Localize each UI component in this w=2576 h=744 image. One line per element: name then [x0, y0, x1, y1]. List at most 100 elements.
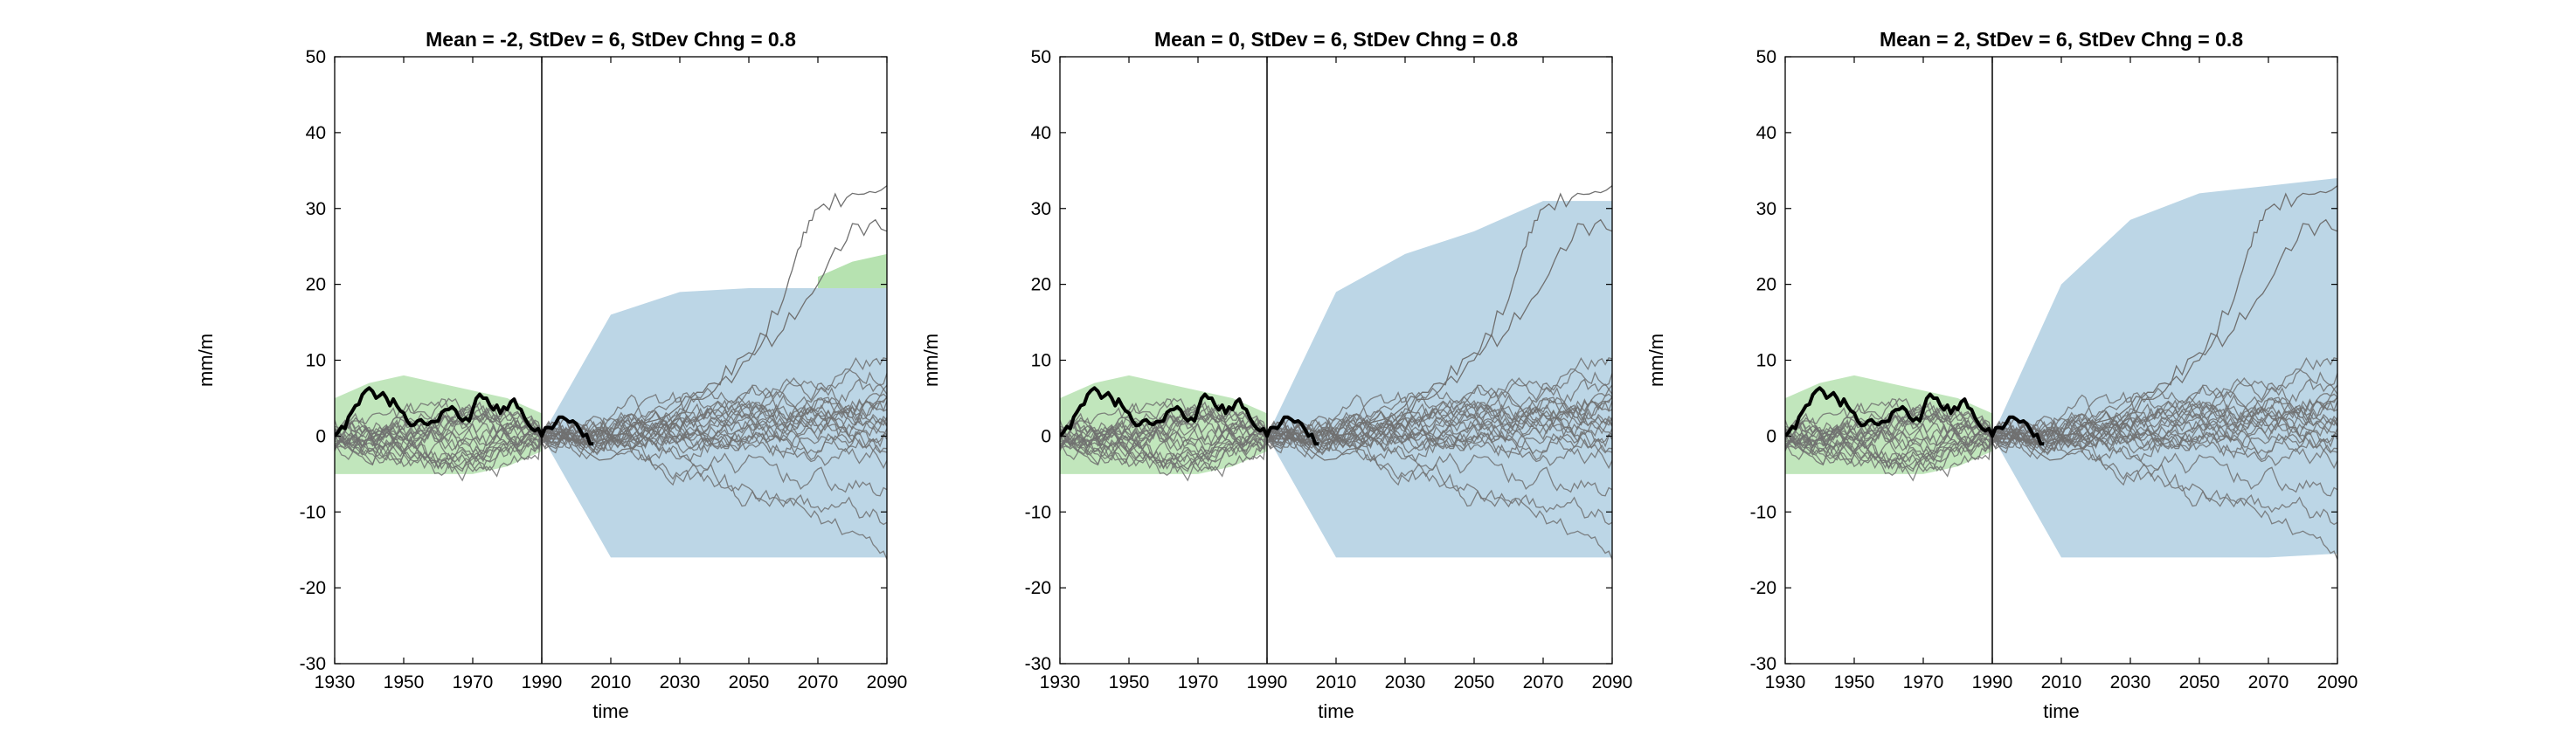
y-axis-label: mm/m [195, 334, 217, 387]
ensemble-line [1785, 356, 2337, 469]
x-tick-label: 2070 [798, 672, 839, 692]
x-axis-label: time [592, 700, 629, 722]
y-tick-label: 0 [315, 426, 326, 446]
y-tick-label: 0 [1766, 426, 1776, 446]
ensemble-line [335, 378, 887, 472]
x-tick-label: 2050 [729, 672, 770, 692]
x-tick-label: 2090 [867, 672, 908, 692]
x-tick-label: 1950 [1834, 672, 1875, 692]
x-tick-label: 1990 [522, 672, 563, 692]
x-tick-label: 2070 [1523, 672, 1564, 692]
x-tick-label: 1970 [1903, 672, 1944, 692]
y-tick-label: 30 [306, 199, 326, 219]
ensemble-line [1060, 396, 1612, 461]
projection-band [1267, 201, 1612, 558]
ensemble-line [1785, 368, 2337, 482]
y-tick-label: 50 [306, 47, 326, 67]
y-tick-label: 40 [1756, 123, 1776, 143]
x-tick-label: 2030 [660, 672, 701, 692]
y-tick-label: 40 [306, 123, 326, 143]
x-tick-label: 2010 [591, 672, 632, 692]
high-member-line [1991, 218, 2337, 437]
high-member-line [1266, 185, 1612, 461]
x-tick-label: 2010 [2041, 672, 2082, 692]
ensemble-line [1060, 356, 1612, 469]
plot-area [335, 185, 887, 560]
x-axis-label: time [1318, 700, 1354, 722]
ensemble-line [335, 396, 887, 461]
ensemble-line [1785, 378, 2337, 472]
projection-band [1992, 178, 2337, 558]
ensemble-line [335, 407, 887, 497]
y-tick-label: 20 [306, 275, 326, 295]
x-tick-label: 2030 [1385, 672, 1426, 692]
y-tick-label: 50 [1756, 47, 1776, 67]
chart-title: Mean = -2, StDev = 6, StDev Chng = 0.8 [426, 28, 796, 51]
chart-title: Mean = 0, StDev = 6, StDev Chng = 0.8 [1154, 28, 1518, 51]
x-tick-label: 2090 [2317, 672, 2358, 692]
y-tick-label: 20 [1031, 275, 1051, 295]
y-tick-label: 40 [1031, 123, 1051, 143]
y-tick-label: 10 [1756, 351, 1776, 371]
x-tick-label: 2050 [1454, 672, 1495, 692]
ensemble-line [1060, 396, 1612, 478]
x-tick-label: 1930 [315, 672, 356, 692]
y-tick-label: -30 [1750, 654, 1776, 674]
x-tick-label: 1950 [384, 672, 425, 692]
ensemble-line [1785, 412, 2337, 461]
y-tick-label: 30 [1031, 199, 1051, 219]
high-member-line [541, 185, 887, 461]
ensemble-line [335, 368, 887, 482]
ensemble-line [335, 412, 887, 461]
x-tick-label: 2030 [2110, 672, 2151, 692]
x-tick-label: 1970 [453, 672, 494, 692]
y-tick-label: 30 [1756, 199, 1776, 219]
y-tick-label: -10 [1025, 502, 1051, 522]
y-tick-label: 50 [1031, 47, 1051, 67]
ensemble-line [335, 386, 887, 451]
y-tick-label: -10 [1750, 502, 1776, 522]
ensemble-line [1060, 378, 1612, 472]
high-member-line [1266, 218, 1612, 437]
x-tick-label: 2070 [2248, 672, 2289, 692]
y-tick-label: 10 [1031, 351, 1051, 371]
x-tick-label: 1930 [1765, 672, 1806, 692]
ensemble-line [1785, 407, 2337, 497]
projection-band [542, 287, 887, 558]
ensemble-line [1060, 386, 1612, 451]
ensemble-line [1785, 386, 2337, 451]
ensemble-line [1060, 368, 1612, 482]
x-tick-label: 1970 [1178, 672, 1219, 692]
y-tick-label: -10 [300, 502, 326, 522]
observed-line [1060, 386, 1319, 446]
plot-area [1060, 185, 1612, 560]
chart-title: Mean = 2, StDev = 6, StDev Chng = 0.8 [1880, 28, 2243, 51]
ensemble-line [335, 396, 887, 478]
y-axis-label: mm/m [920, 334, 942, 387]
y-tick-label: -30 [300, 654, 326, 674]
ensemble-line [1785, 396, 2337, 461]
ensemble-line [1060, 407, 1612, 497]
y-tick-label: -20 [300, 578, 326, 598]
y-axis-label: mm/m [1645, 334, 1667, 387]
high-member-line [1991, 185, 2337, 461]
x-tick-label: 2010 [1316, 672, 1357, 692]
upper-green-band [818, 253, 887, 288]
y-tick-label: 0 [1041, 426, 1051, 446]
x-tick-label: 1990 [1972, 672, 2013, 692]
x-tick-label: 1990 [1247, 672, 1288, 692]
y-tick-label: -30 [1025, 654, 1051, 674]
ensemble-line [1060, 412, 1612, 461]
observed-line [1785, 386, 2045, 446]
x-tick-label: 1930 [1040, 672, 1081, 692]
x-axis-label: time [2043, 700, 2080, 722]
ensemble-line [1785, 396, 2337, 478]
y-tick-label: 10 [306, 351, 326, 371]
plot-area [1785, 178, 2337, 560]
ensemble-line [335, 356, 887, 469]
high-member-line [541, 218, 887, 437]
